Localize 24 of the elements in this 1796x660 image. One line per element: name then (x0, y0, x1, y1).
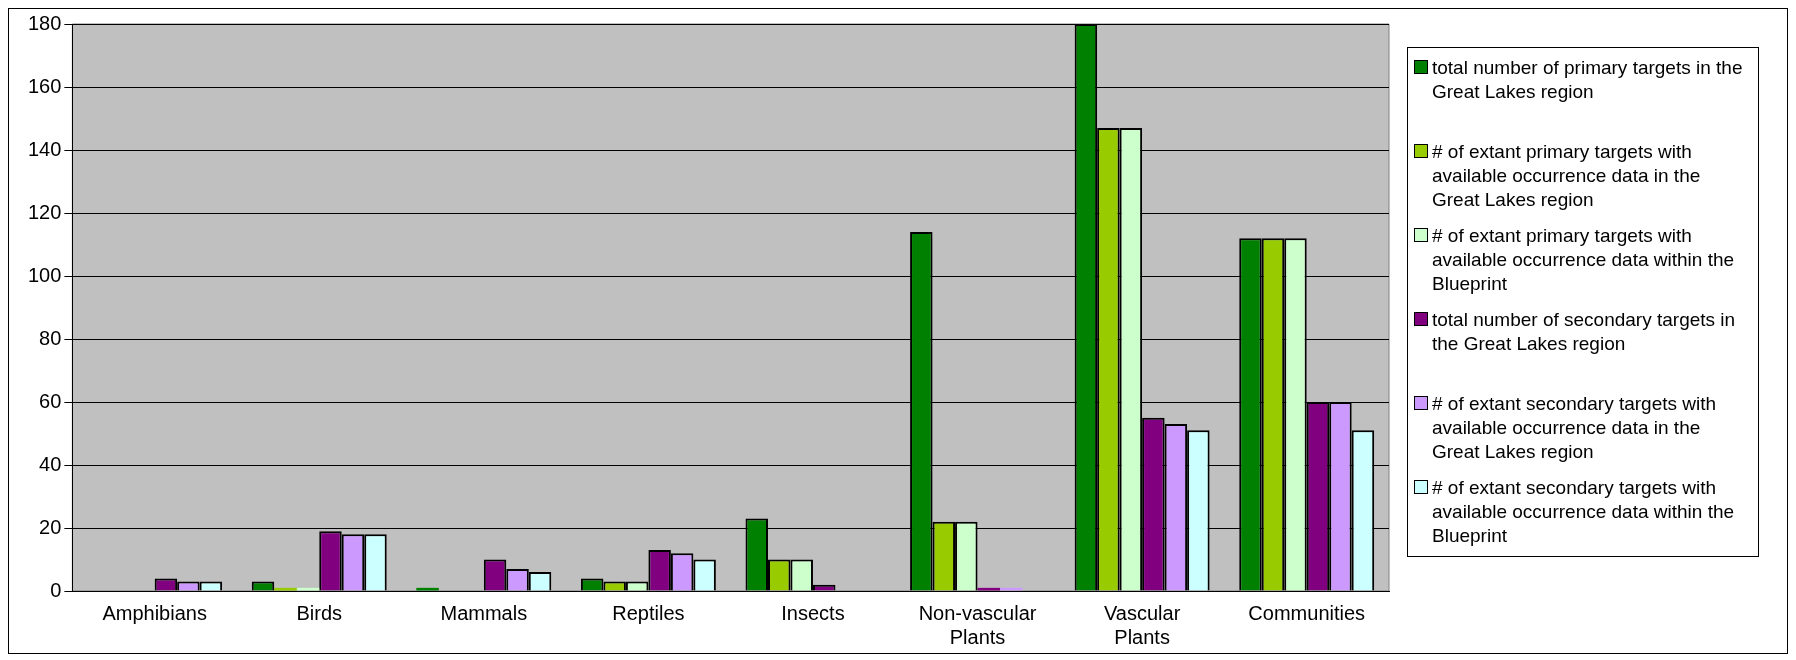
y-tick-label: 0 (50, 578, 62, 601)
y-tick-label: 20 (39, 515, 62, 538)
y-tick-label: 80 (39, 326, 62, 349)
x-tick-label: Vascular Plants (1103, 601, 1181, 648)
x-tick-label: Communities (1248, 601, 1366, 624)
x-tick-label: Mammals (440, 601, 528, 624)
legend-label: # of extant secondary targets with available occurrence data in the Great Lakes region (1432, 392, 1718, 464)
legend-label: # of extant primary targets with available occurrence data within the Blueprint (1432, 224, 1736, 296)
y-tick-label: 40 (39, 452, 62, 475)
x-tick-label: Insects (781, 601, 845, 624)
y-tick-label: 100 (27, 263, 62, 286)
legend-label: # of extant primary targets with available occurrence data in the Great Lakes region (1432, 140, 1702, 212)
legend-label: # of extant secondary targets with available occurrence data within the Blueprint (1432, 476, 1736, 548)
legend-label: total number of primary targets in the Great Lakes region (1432, 56, 1744, 104)
legend-label: total number of secondary targets in the Great Lakes region (1432, 308, 1737, 356)
x-tick-label: Reptiles (612, 601, 685, 624)
x-tick-label: Amphibians (102, 601, 207, 624)
y-tick-label: 60 (39, 389, 62, 412)
y-tick-label: 120 (27, 200, 62, 223)
x-tick-label: Non-vascular Plants (918, 601, 1037, 648)
y-tick-label: 180 (27, 11, 62, 34)
y-tick-label: 160 (27, 74, 62, 97)
y-tick-label: 140 (27, 137, 62, 160)
x-tick-label: Birds (296, 601, 343, 624)
